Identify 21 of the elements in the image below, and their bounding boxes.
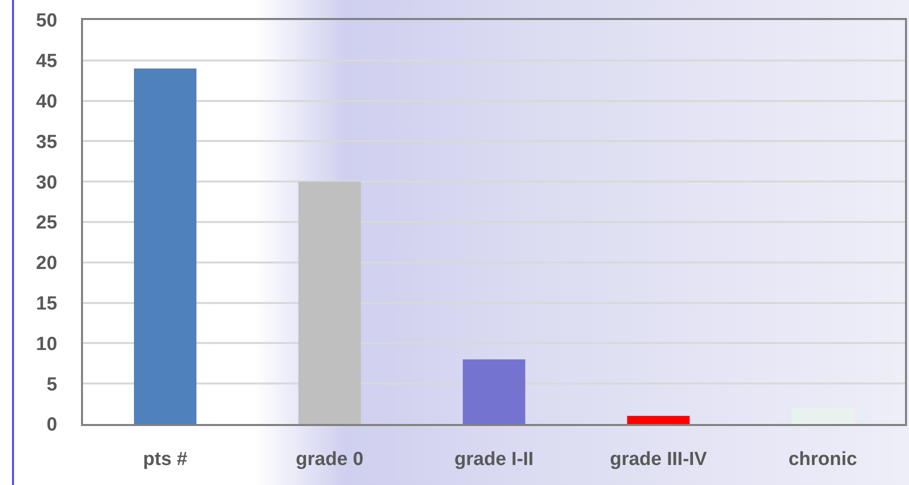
y-tick-label: 0 bbox=[46, 414, 58, 436]
bar bbox=[627, 416, 690, 424]
y-tick-label: 25 bbox=[36, 212, 58, 234]
x-tick-label: grade III-IV bbox=[610, 448, 708, 470]
y-tick-label: 35 bbox=[36, 132, 58, 153]
y-tick-label: 30 bbox=[36, 172, 58, 194]
bar bbox=[298, 182, 361, 424]
y-tick-label: 15 bbox=[36, 293, 58, 314]
x-tick-label: pts # bbox=[143, 448, 188, 470]
x-tick-label: grade I-II bbox=[454, 448, 534, 470]
y-tick-label: 50 bbox=[36, 10, 58, 32]
y-tick-label: 45 bbox=[36, 51, 58, 72]
bar bbox=[792, 408, 854, 424]
x-tick-label: chronic bbox=[788, 448, 858, 470]
y-tick-label: 5 bbox=[46, 374, 58, 396]
y-tick-label: 40 bbox=[36, 91, 58, 112]
bar bbox=[134, 68, 196, 424]
bar bbox=[462, 359, 526, 424]
x-tick-label: grade 0 bbox=[296, 448, 364, 470]
y-tick-label: 10 bbox=[36, 334, 58, 355]
y-tick-label: 20 bbox=[36, 253, 58, 274]
